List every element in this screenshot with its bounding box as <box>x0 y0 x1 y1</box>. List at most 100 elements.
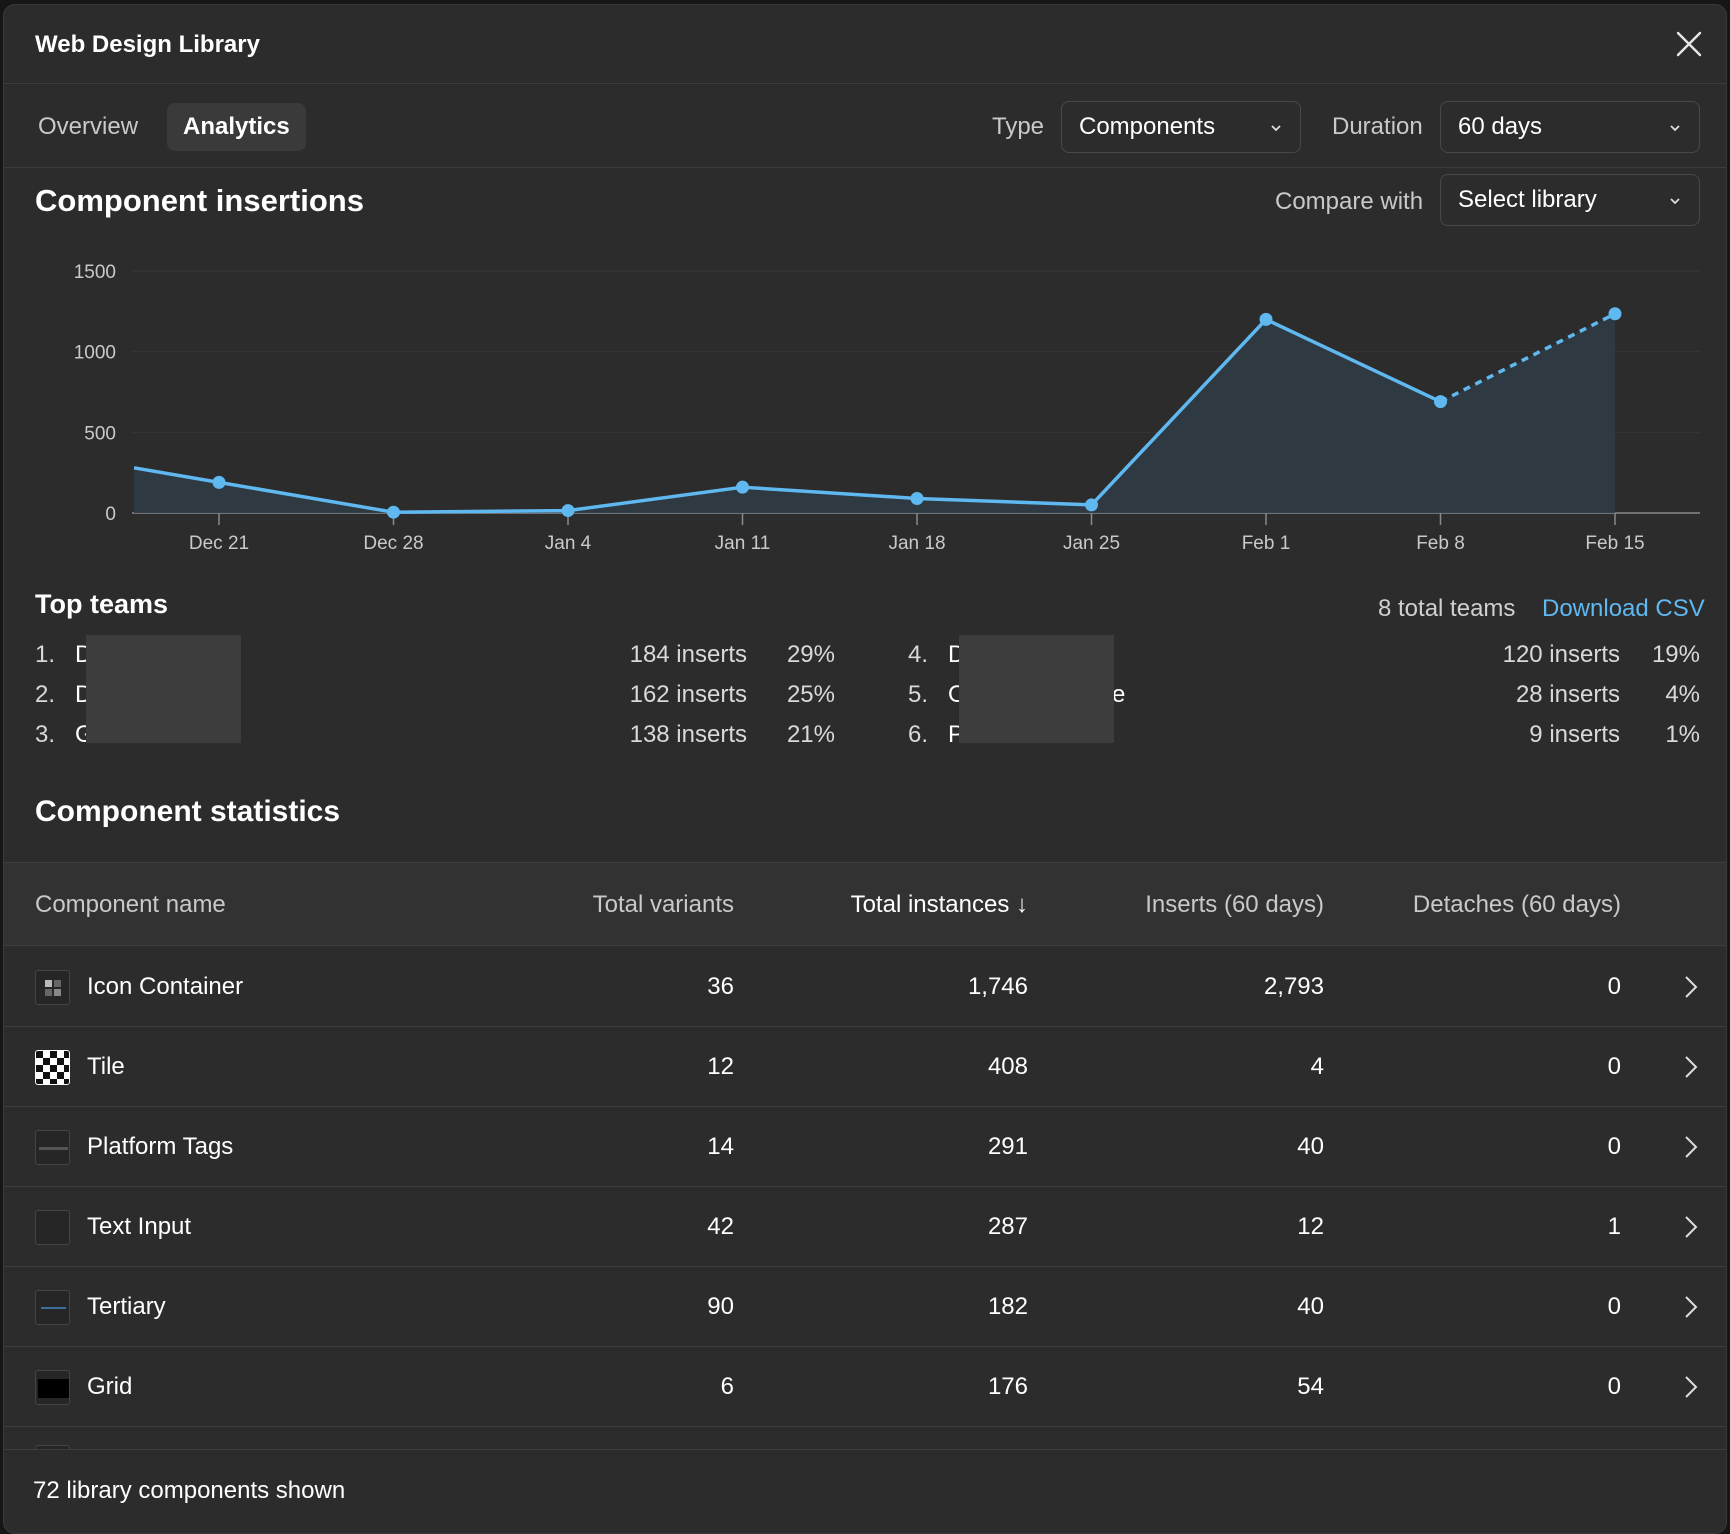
type-select-value: Components <box>1079 113 1216 140</box>
total-teams: 8 total teams <box>1378 595 1516 622</box>
chevron-right-icon[interactable] <box>1684 1375 1698 1399</box>
compare-library-select[interactable]: Select library <box>1440 174 1700 226</box>
close-icon[interactable] <box>1674 29 1704 59</box>
team-rank: 3. <box>35 721 56 748</box>
x-tick-label: Jan 25 <box>1063 533 1120 554</box>
y-tick-label: 0 <box>105 504 116 525</box>
component-name: Platform Tags <box>87 1133 234 1160</box>
table-row[interactable]: Text Input 42 287 12 1 <box>4 1187 1726 1267</box>
insertions-chart: 1500 1000 500 0 Dec 21 Dec 28 Jan 4 Jan 11 Jan 1… <box>74 262 1700 554</box>
component-name: Tile <box>87 1053 125 1080</box>
components-count: 72 library components shown <box>33 1477 346 1504</box>
team-percent: 1% <box>1665 721 1700 748</box>
data-point <box>1434 395 1447 409</box>
x-tick-label: Feb 15 <box>1585 533 1644 554</box>
column-component-name[interactable]: Component name <box>35 891 226 918</box>
team-percent: 19% <box>1651 641 1700 668</box>
table-row[interactable]: Tertiary 90 182 40 0 <box>4 1267 1726 1347</box>
data-point <box>212 475 226 489</box>
table-row[interactable]: Tile 12 408 4 0 <box>4 1027 1726 1107</box>
component-thumbnail <box>35 1210 70 1245</box>
tab-analytics[interactable]: Analytics <box>167 103 306 151</box>
column-inserts[interactable]: Inserts (60 days) <box>1145 891 1324 918</box>
chevron-down-icon <box>1670 198 1680 205</box>
total-instances: 291 <box>987 1133 1028 1160</box>
team-row: 4. D 120 inserts 19% <box>908 641 1700 677</box>
data-point <box>1085 498 1098 512</box>
type-label: Type <box>992 113 1045 140</box>
detaches-count: 1 <box>1607 1213 1621 1240</box>
total-instances: 182 <box>987 1293 1028 1320</box>
dialog-header: Web Design Library <box>4 5 1726 84</box>
team-inserts: 9 inserts <box>1529 721 1620 748</box>
download-csv-link[interactable]: Download CSV <box>1542 595 1705 622</box>
y-tick-label: 500 <box>84 423 116 444</box>
type-select[interactable]: Components <box>1061 101 1301 153</box>
team-percent: 4% <box>1665 681 1700 708</box>
insertions-title: Component insertions <box>35 183 364 218</box>
tab-overview[interactable]: Overview <box>38 113 139 140</box>
table-row[interactable]: Grid 6 176 54 0 <box>4 1347 1726 1427</box>
team-row: 2. D 162 inserts 25% <box>35 681 835 717</box>
data-point <box>561 504 575 518</box>
team-row: 5. O e 28 inserts 4% <box>908 681 1700 717</box>
total-variants: 42 <box>707 1213 734 1240</box>
inserts-count: 2,793 <box>1263 973 1324 1000</box>
x-tick-label: Dec 21 <box>189 533 249 554</box>
chevron-right-icon[interactable] <box>1684 975 1698 999</box>
detaches-count: 0 <box>1607 1133 1621 1160</box>
top-teams-title: Top teams <box>35 589 169 619</box>
redaction-block <box>86 635 241 743</box>
column-detaches[interactable]: Detaches (60 days) <box>1412 891 1621 918</box>
column-total-variants[interactable]: Total variants <box>592 891 734 918</box>
inserts-count: 40 <box>1297 1293 1324 1320</box>
team-percent: 21% <box>786 721 835 748</box>
data-point <box>736 480 749 494</box>
total-instances: 1,746 <box>967 973 1028 1000</box>
team-rank: 1. <box>35 641 56 668</box>
library-analytics-dialog: Web Design Library Overview Analytics Ty… <box>3 4 1727 1534</box>
chevron-right-icon[interactable] <box>1684 1295 1698 1319</box>
x-tick-label: Dec 28 <box>363 533 423 554</box>
duration-select-value: 60 days <box>1458 113 1543 140</box>
data-point <box>387 505 400 519</box>
total-instances: 287 <box>987 1213 1028 1240</box>
team-rank: 5. <box>908 681 929 708</box>
area-fill <box>134 313 1615 513</box>
inserts-count: 54 <box>1297 1373 1324 1400</box>
table-row[interactable]: Icon Container 36 1,746 2,793 0 <box>4 947 1726 1027</box>
inserts-count: 40 <box>1297 1133 1324 1160</box>
team-row: 3. G 138 inserts 21% <box>35 721 835 757</box>
team-inserts: 184 inserts <box>629 641 747 668</box>
chevron-right-icon[interactable] <box>1684 1215 1698 1239</box>
y-tick-label: 1000 <box>74 343 116 364</box>
inserts-count: 12 <box>1297 1213 1324 1240</box>
total-variants: 6 <box>720 1373 734 1400</box>
component-name: Text Input <box>87 1213 192 1240</box>
detaches-count: 0 <box>1607 1293 1621 1320</box>
duration-select[interactable]: 60 days <box>1440 101 1700 153</box>
team-percent: 29% <box>786 641 835 668</box>
x-tick-label: Jan 4 <box>545 533 592 554</box>
chevron-right-icon[interactable] <box>1684 1135 1698 1159</box>
team-rank: 2. <box>35 681 56 708</box>
team-name-tail: e <box>1112 681 1126 708</box>
team-rank: 4. <box>908 641 929 668</box>
compare-select-value: Select library <box>1458 186 1597 213</box>
total-variants: 90 <box>707 1293 734 1320</box>
column-total-instances[interactable]: Total instances ↓ <box>850 891 1028 918</box>
x-tick-label: Feb 8 <box>1416 533 1465 554</box>
total-variants: 14 <box>707 1133 734 1160</box>
x-tick-label: Jan 11 <box>715 533 771 554</box>
statistics-title: Component statistics <box>35 795 341 828</box>
component-thumbnail <box>35 970 70 1005</box>
table-row[interactable]: Platform Tags 14 291 40 0 <box>4 1107 1726 1187</box>
component-thumbnail <box>35 1370 70 1405</box>
x-tick-label: Jan 18 <box>888 533 945 554</box>
chevron-right-icon[interactable] <box>1684 1055 1698 1079</box>
duration-label: Duration <box>1332 113 1423 140</box>
detaches-count: 0 <box>1607 1373 1621 1400</box>
dialog-title: Web Design Library <box>35 31 260 58</box>
detaches-count: 0 <box>1607 973 1621 1000</box>
component-thumbnail <box>35 1050 70 1085</box>
